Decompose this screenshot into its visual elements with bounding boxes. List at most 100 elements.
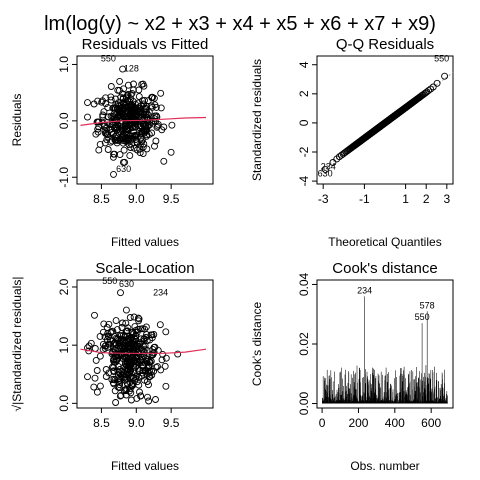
y-tick-label: 0.0 [57, 395, 71, 412]
x-tick-label: 9.0 [128, 416, 145, 430]
y-tick-label: 4 [297, 61, 311, 68]
data-point [128, 355, 136, 362]
data-point [116, 381, 124, 389]
point-annotation: 234 [357, 285, 372, 295]
data-point [114, 113, 122, 121]
y-tick-label: 0.04 [297, 272, 311, 296]
x-axis-label: Theoretical Quantiles [328, 235, 441, 249]
x-tick-label: -3 [318, 192, 329, 206]
data-point [168, 121, 176, 129]
data-point [96, 382, 104, 390]
data-point [140, 335, 148, 343]
x-axis-label: Obs. number [350, 459, 419, 473]
data-point [90, 383, 98, 391]
data-point [104, 146, 112, 153]
data-point [110, 364, 118, 371]
data-point [122, 371, 130, 378]
data-point [113, 326, 121, 334]
point-annotation: 550 [415, 312, 430, 322]
data-point [109, 348, 117, 355]
data-point [153, 123, 161, 131]
data-point [104, 343, 112, 351]
data-point [131, 341, 139, 349]
data-point [140, 100, 148, 108]
x-tick-label: 9.0 [128, 192, 145, 206]
data-point [148, 367, 156, 375]
data-point [122, 306, 130, 314]
data-point [108, 376, 116, 384]
data-point [154, 122, 162, 130]
x-tick-label: 9.5 [163, 416, 180, 430]
data-point [103, 323, 111, 331]
data-point [329, 159, 337, 166]
data-point [104, 104, 112, 112]
y-axis-label: Standardized residuals [250, 59, 264, 181]
data-point [137, 111, 145, 118]
data-point [95, 146, 103, 154]
data-point [100, 108, 108, 116]
data-point [129, 86, 137, 94]
panel-title: Q-Q Residuals [336, 36, 434, 53]
data-point [96, 352, 104, 360]
y-tick-label: 2 [297, 90, 311, 97]
data-point [162, 382, 170, 390]
data-point [127, 144, 135, 151]
data-point [93, 367, 101, 374]
data-point [110, 367, 118, 375]
data-point [128, 140, 136, 148]
data-point [132, 372, 140, 380]
data-point [99, 97, 106, 105]
point-annotation: 550 [102, 276, 117, 286]
point-annotation: 630 [116, 164, 131, 174]
data-point [162, 328, 170, 336]
data-point [107, 125, 115, 133]
point-annotation: 630 [318, 169, 333, 179]
data-point [110, 170, 117, 178]
data-point [127, 367, 134, 375]
data-point [90, 100, 98, 108]
data-point [137, 108, 144, 116]
data-point [127, 336, 135, 344]
y-tick-label: 0.00 [297, 392, 311, 416]
plot-frame [76, 55, 214, 185]
data-point [157, 89, 165, 97]
data-point [133, 394, 141, 402]
data-point [143, 358, 151, 365]
data-point [84, 113, 91, 121]
x-tick-label: 200 [348, 416, 368, 430]
data-point [109, 340, 117, 348]
point-annotation: 630 [119, 279, 134, 289]
data-point [145, 397, 153, 405]
data-point [141, 359, 149, 367]
data-point [136, 325, 144, 333]
data-point [91, 311, 98, 319]
data-point [119, 94, 127, 102]
data-point [119, 158, 127, 166]
data-point [135, 381, 143, 389]
data-point [116, 392, 124, 400]
point-annotation: 550 [101, 54, 116, 64]
data-point [94, 128, 102, 136]
data-point [123, 353, 131, 361]
data-point [127, 340, 135, 348]
data-point [162, 354, 170, 362]
panel-title: Scale-Location [95, 260, 194, 277]
y-tick-label: -2 [297, 146, 311, 157]
y-tick-label: -4 [297, 175, 311, 186]
data-point [157, 104, 165, 112]
data-point [101, 139, 109, 147]
data-point [117, 289, 124, 297]
data-point [133, 358, 141, 366]
data-point [111, 150, 118, 158]
x-tick-label: 8.5 [93, 416, 110, 430]
data-point [150, 367, 158, 375]
data-point [112, 317, 120, 325]
data-point [136, 388, 143, 396]
data-point [143, 114, 151, 122]
data-point [112, 136, 120, 144]
panel-qq-residuals: Q-Q Residuals Theoretical Quantiles Stan… [250, 36, 454, 249]
data-point [151, 142, 158, 150]
data-point [119, 319, 126, 327]
data-point [167, 148, 175, 156]
data-point [119, 104, 126, 112]
